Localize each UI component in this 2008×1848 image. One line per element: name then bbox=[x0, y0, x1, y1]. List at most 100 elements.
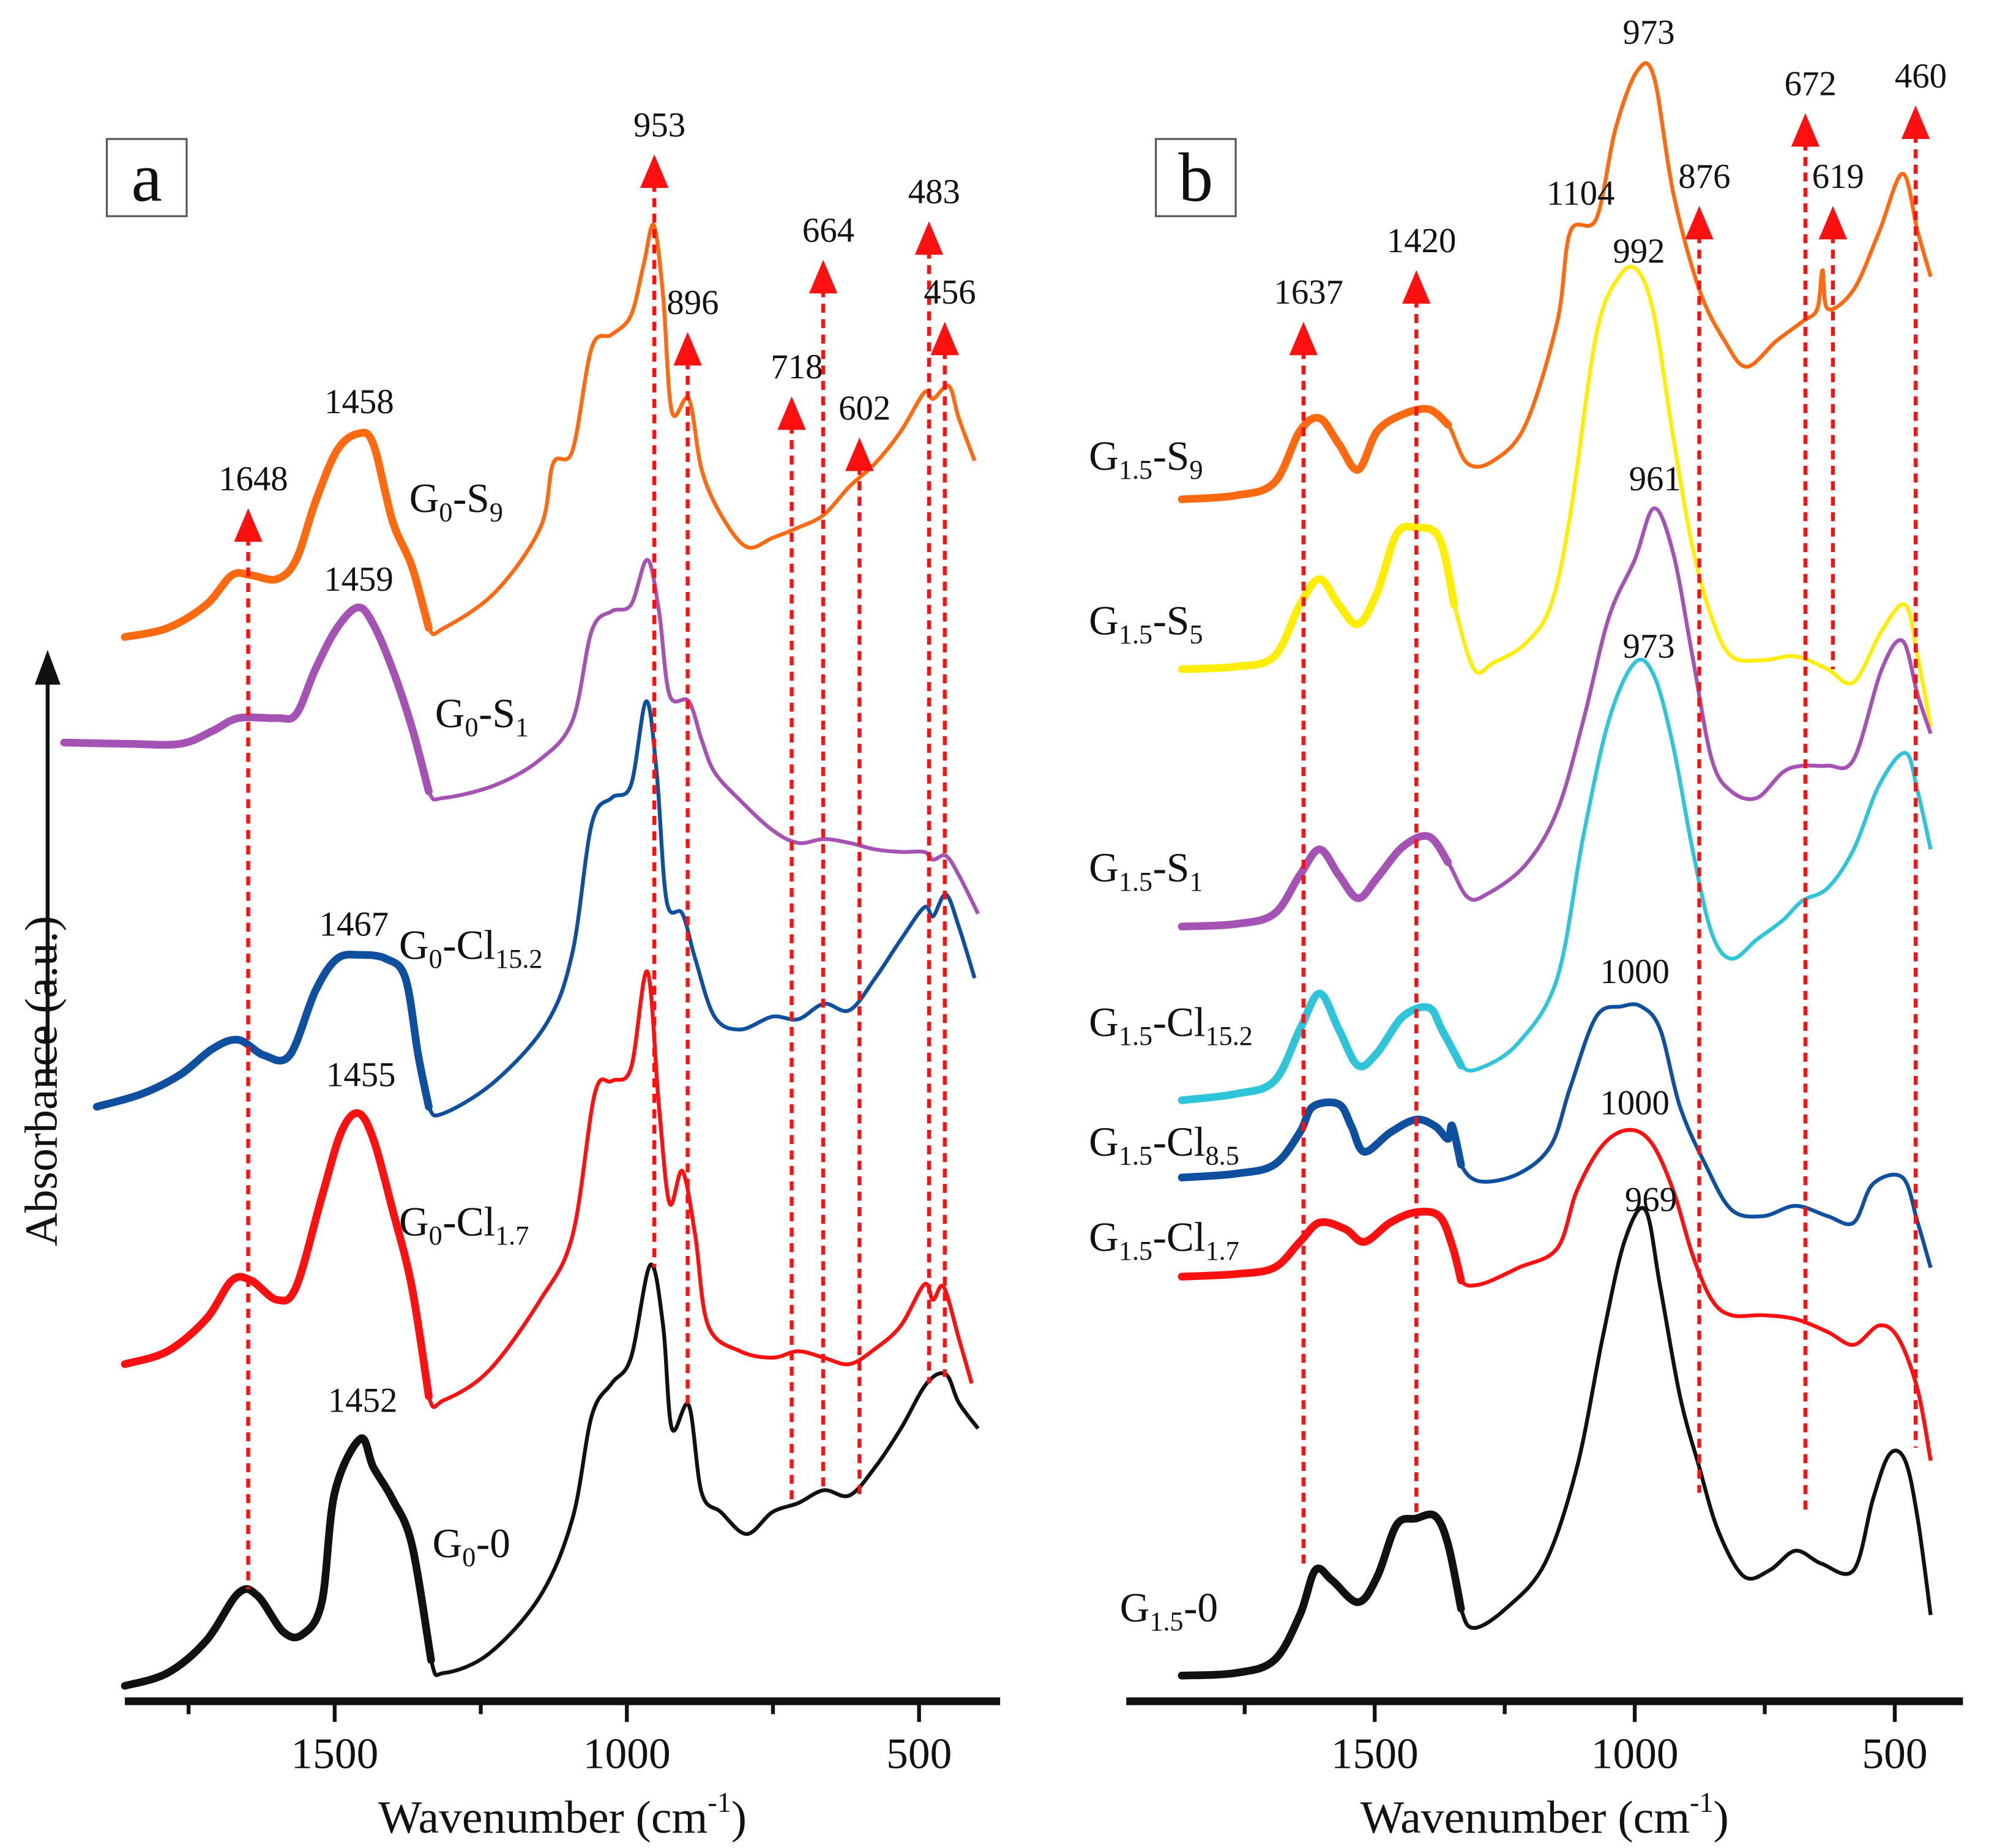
peak-label: 602 bbox=[838, 389, 890, 427]
peak-label: 1467 bbox=[319, 905, 389, 943]
series-label-subscript: 1.5 bbox=[1119, 1021, 1152, 1051]
peak-label: 961 bbox=[1629, 460, 1681, 498]
peak-arrow-icon bbox=[1901, 105, 1930, 140]
series-label-part: G bbox=[1089, 845, 1119, 891]
peak-arrow-icon bbox=[930, 321, 959, 356]
peak-arrow-icon bbox=[1818, 206, 1848, 240]
series-label-part: G bbox=[1120, 1585, 1150, 1631]
series-label-part: -Cl bbox=[442, 1199, 495, 1244]
peak-label: 664 bbox=[802, 211, 854, 250]
x-tick-label: 500 bbox=[886, 1730, 952, 1778]
peak-label: 969 bbox=[1625, 1180, 1677, 1219]
peak-label: 1459 bbox=[324, 560, 394, 599]
peak-label: 1455 bbox=[326, 1055, 396, 1094]
series-label: G1.5 -Cl8.5 bbox=[1089, 1119, 1239, 1171]
peak-label: 1000 bbox=[1600, 1084, 1670, 1123]
spectrum-thick-G1.5-Cl8.5 bbox=[1178, 1098, 1465, 1181]
panel-letter-text: b bbox=[1178, 139, 1213, 216]
series-label: G0 -0 bbox=[433, 1521, 510, 1573]
series-label-part: -0 bbox=[1184, 1585, 1218, 1631]
panel-b: bG1.5 -S9 G1.5 -S5 G1.5 -S1 G1.5 -Cl15.2… bbox=[1089, 13, 1963, 1843]
series-label-subscript: 0 bbox=[429, 1221, 442, 1251]
series-label: G0 -Cl15.2 bbox=[399, 922, 542, 974]
series-label-part: G bbox=[1089, 1119, 1119, 1165]
spectrum-G1.5-0 bbox=[1181, 1206, 1933, 1678]
x-axis-label: Wavenumber (cm-1) bbox=[378, 1787, 747, 1843]
peak-label: 1637 bbox=[1274, 273, 1343, 312]
panel-letter-text: a bbox=[132, 139, 162, 216]
series-label: G1.5 -S1 bbox=[1089, 845, 1203, 897]
peak-arrow-icon bbox=[1791, 113, 1820, 147]
peak-label: 619 bbox=[1812, 157, 1864, 196]
series-label-subscript: 9 bbox=[490, 497, 503, 527]
peak-label: 876 bbox=[1678, 157, 1730, 196]
series-label: G0 -S1 bbox=[435, 690, 529, 743]
spectrum-thick-G1.5-S9 bbox=[1178, 405, 1452, 504]
peak-label: 483 bbox=[908, 173, 960, 211]
series-label-part: G bbox=[1089, 999, 1119, 1045]
spectrum-thick-G1.5-S1 bbox=[1178, 832, 1452, 931]
series-label-subscript: 15.2 bbox=[495, 944, 542, 974]
series-label-part: G bbox=[1089, 1214, 1119, 1260]
series-label-subscript: 8.5 bbox=[1206, 1141, 1239, 1171]
series-label-part: -Cl bbox=[1153, 999, 1206, 1045]
series-label-part: G bbox=[433, 1521, 463, 1566]
peak-arrow-icon bbox=[808, 260, 838, 294]
spectrum-G1.5-S1 bbox=[1181, 506, 1933, 929]
peak-label: 1420 bbox=[1387, 222, 1457, 260]
series-label-part: G bbox=[1089, 597, 1119, 643]
series-label-part: -S bbox=[1153, 845, 1190, 891]
x-axis-label-superscript: -1 bbox=[707, 1787, 731, 1819]
series-label-subscript: 1 bbox=[1189, 867, 1203, 897]
series-label: G0 -Cl1.7 bbox=[399, 1199, 529, 1251]
spectrum-thick-G0-S9 bbox=[121, 428, 433, 641]
peak-arrow-icon bbox=[640, 154, 669, 188]
series-label-subscript: 1.7 bbox=[495, 1221, 529, 1251]
x-axis-label-close: ) bbox=[1714, 1792, 1729, 1843]
series-label-subscript: 15.2 bbox=[1206, 1021, 1253, 1051]
series-label-part: G bbox=[409, 476, 439, 522]
peak-arrow-icon bbox=[234, 508, 263, 542]
spectrum-thick-G1.5-0 bbox=[1178, 1510, 1465, 1680]
series-label-subscript: 0 bbox=[429, 944, 442, 974]
series-label-part: -Cl bbox=[1153, 1119, 1206, 1165]
peak-label: 1452 bbox=[328, 1381, 398, 1420]
series-label-subscript: 5 bbox=[1189, 619, 1203, 649]
series-label-subscript: 1.5 bbox=[1119, 867, 1152, 897]
peak-label: 456 bbox=[924, 273, 976, 312]
panel-letter: b bbox=[1155, 138, 1237, 217]
y-axis-arrow bbox=[34, 649, 61, 1084]
peak-label: 973 bbox=[1622, 13, 1674, 51]
peak-label: 1458 bbox=[324, 383, 394, 421]
peak-arrow-icon bbox=[1402, 270, 1431, 304]
spectrum-G1.5-Cl1.7 bbox=[1181, 1128, 1933, 1461]
series-label-part: G bbox=[435, 690, 465, 736]
series-label-part: -S bbox=[1153, 597, 1190, 643]
peak-label: 1648 bbox=[218, 460, 288, 498]
series-label-subscript: 1.5 bbox=[1149, 1607, 1183, 1637]
peak-label: 1000 bbox=[1600, 952, 1670, 991]
panel-letter: a bbox=[105, 138, 188, 217]
series-label-subscript: 1 bbox=[515, 713, 529, 743]
series-label-part: G bbox=[399, 922, 429, 968]
peak-label: 992 bbox=[1613, 232, 1665, 271]
x-tick-label: 1000 bbox=[583, 1730, 671, 1778]
series-label-part: -S bbox=[479, 690, 515, 736]
peak-label: 896 bbox=[666, 283, 718, 322]
peak-arrow-icon bbox=[673, 332, 702, 366]
series-label-subscript: 1.5 bbox=[1119, 1236, 1152, 1266]
spectrum-G0-Cl1.7 bbox=[124, 970, 974, 1409]
spectrum-thick-G1.5-S5 bbox=[1178, 522, 1458, 673]
spectrum-thick-G0-Cl15.2 bbox=[92, 951, 433, 1111]
panel-a: aG0 -S9 G0 -S1 G0 -Cl15.2 G0 -Cl1.7 G0 -… bbox=[60, 106, 1001, 1843]
peak-label: 973 bbox=[1622, 627, 1674, 665]
series-label-subscript: 1.5 bbox=[1119, 1141, 1152, 1171]
series-label: G1.5 -Cl1.7 bbox=[1089, 1214, 1239, 1266]
spectrum-thick-G0-Cl1.7 bbox=[121, 1109, 433, 1401]
series-label-part: -S bbox=[1153, 433, 1190, 479]
series-label-part: G bbox=[1089, 433, 1119, 479]
spectrum-G0-0 bbox=[124, 1262, 980, 1688]
x-axis-label-text: Wavenumber (cm bbox=[1360, 1792, 1690, 1843]
peak-arrow-icon bbox=[777, 396, 806, 430]
